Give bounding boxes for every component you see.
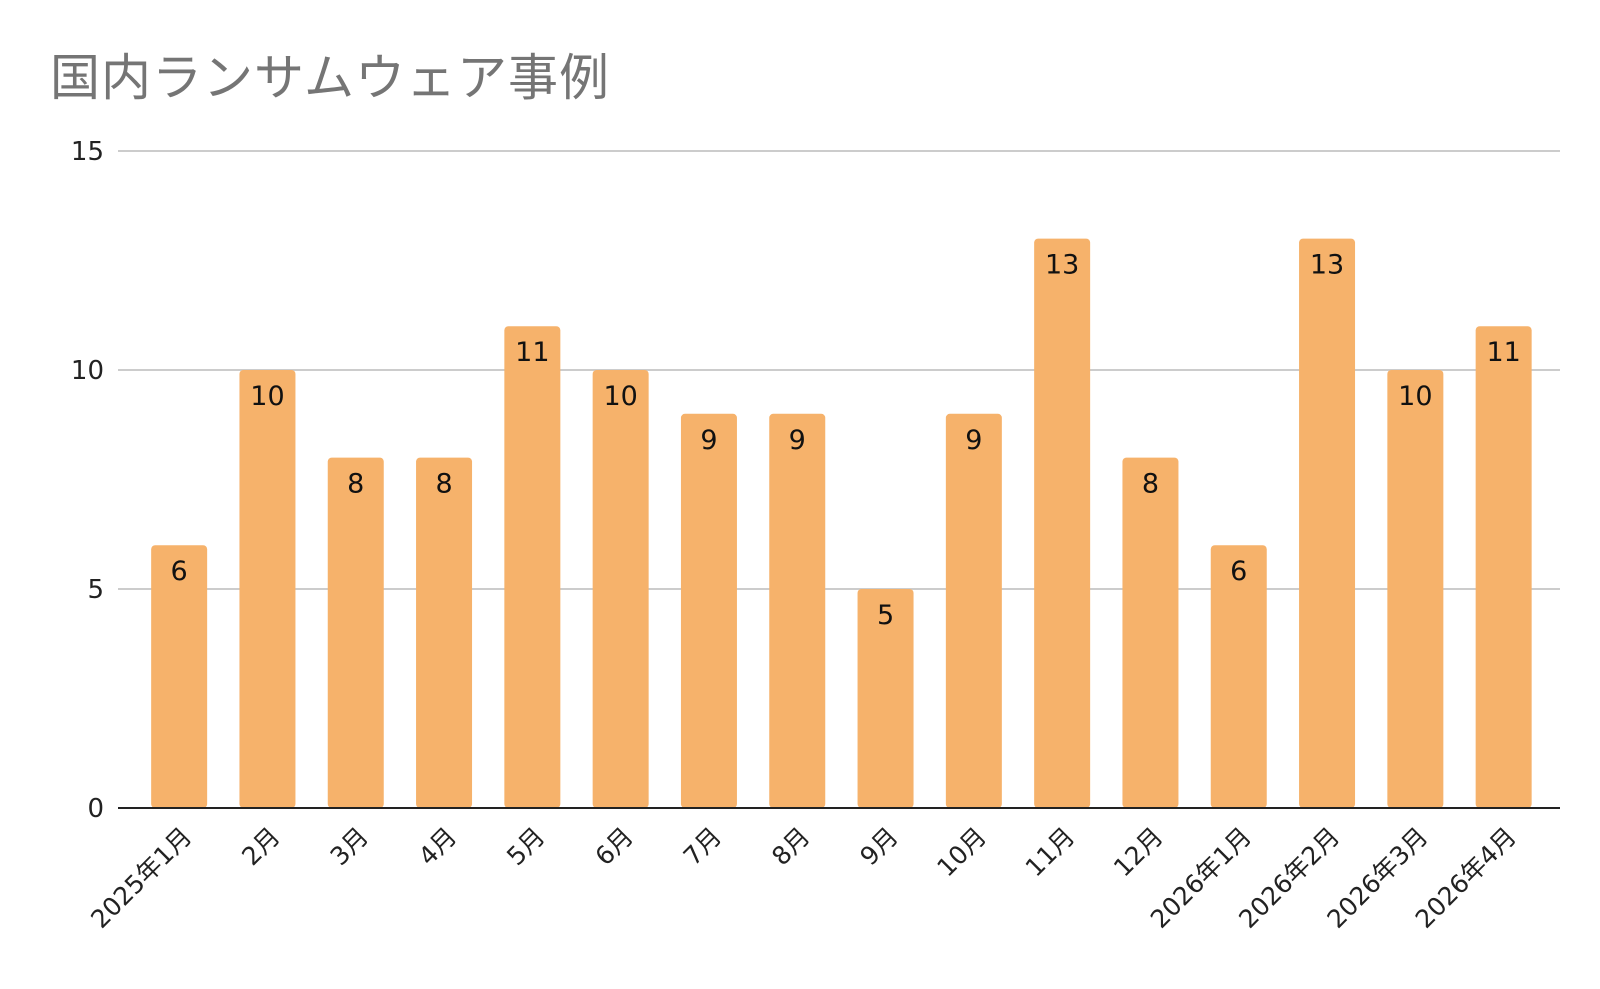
y-axis-ticks: 0 5 10 15 xyxy=(71,137,104,824)
data-labels: 6 10 8 8 11 10 9 9 5 9 13 8 6 13 10 11 xyxy=(171,250,1521,631)
x-tick-label: 10月 xyxy=(931,822,992,883)
data-label: 11 xyxy=(515,337,549,368)
bar xyxy=(1210,545,1267,808)
data-label: 5 xyxy=(877,600,894,631)
data-label: 13 xyxy=(1045,250,1079,281)
bar xyxy=(769,413,826,808)
x-tick-label: 4月 xyxy=(413,822,462,871)
x-tick-label: 2月 xyxy=(236,822,285,871)
data-label: 8 xyxy=(1142,469,1159,500)
bar xyxy=(416,457,473,808)
x-tick-label: 2025年1月 xyxy=(85,822,197,934)
x-axis-ticks: 2025年1月 2月 3月 4月 5月 6月 7月 8月 9月 10月 11月 12月2026年1月2… xyxy=(85,822,1522,934)
data-label: 6 xyxy=(1230,556,1247,587)
y-tick-label: 0 xyxy=(87,794,104,824)
data-label: 13 xyxy=(1310,250,1344,281)
chart-title: 国内ランサムウェア事例 xyxy=(50,49,610,107)
bar xyxy=(504,326,561,808)
bar xyxy=(680,413,737,808)
data-label: 9 xyxy=(965,425,982,456)
data-label: 6 xyxy=(171,556,188,587)
bar xyxy=(857,589,914,808)
x-tick-label: 3月 xyxy=(325,822,374,871)
bar xyxy=(239,370,296,808)
bar xyxy=(1475,326,1532,808)
x-tick-label: 6月 xyxy=(589,822,638,871)
bar xyxy=(327,457,384,808)
data-label: 9 xyxy=(700,425,717,456)
bar xyxy=(1034,238,1091,809)
data-label: 11 xyxy=(1486,337,1520,368)
bar xyxy=(1122,457,1179,808)
data-label: 10 xyxy=(1398,381,1432,412)
bar xyxy=(1387,370,1444,808)
data-label: 9 xyxy=(789,425,806,456)
data-label: 10 xyxy=(603,381,637,412)
y-tick-label: 15 xyxy=(71,137,104,167)
x-tick-label: 11月 xyxy=(1020,822,1081,883)
y-tick-label: 5 xyxy=(87,575,104,605)
x-tick-label: 9月 xyxy=(854,822,903,871)
y-tick-label: 10 xyxy=(71,356,104,386)
x-tick-label: 8月 xyxy=(766,822,815,871)
bar xyxy=(945,413,1002,808)
x-tick-label: 7月 xyxy=(678,822,727,871)
data-label: 10 xyxy=(250,381,284,412)
data-label: 8 xyxy=(435,469,452,500)
bar xyxy=(1299,238,1356,809)
x-tick-label: 5月 xyxy=(501,822,550,871)
bar xyxy=(151,545,208,808)
x-tick-label: 12月 xyxy=(1108,822,1169,883)
data-label: 8 xyxy=(347,469,364,500)
bar xyxy=(592,370,649,808)
bars xyxy=(151,238,1532,809)
